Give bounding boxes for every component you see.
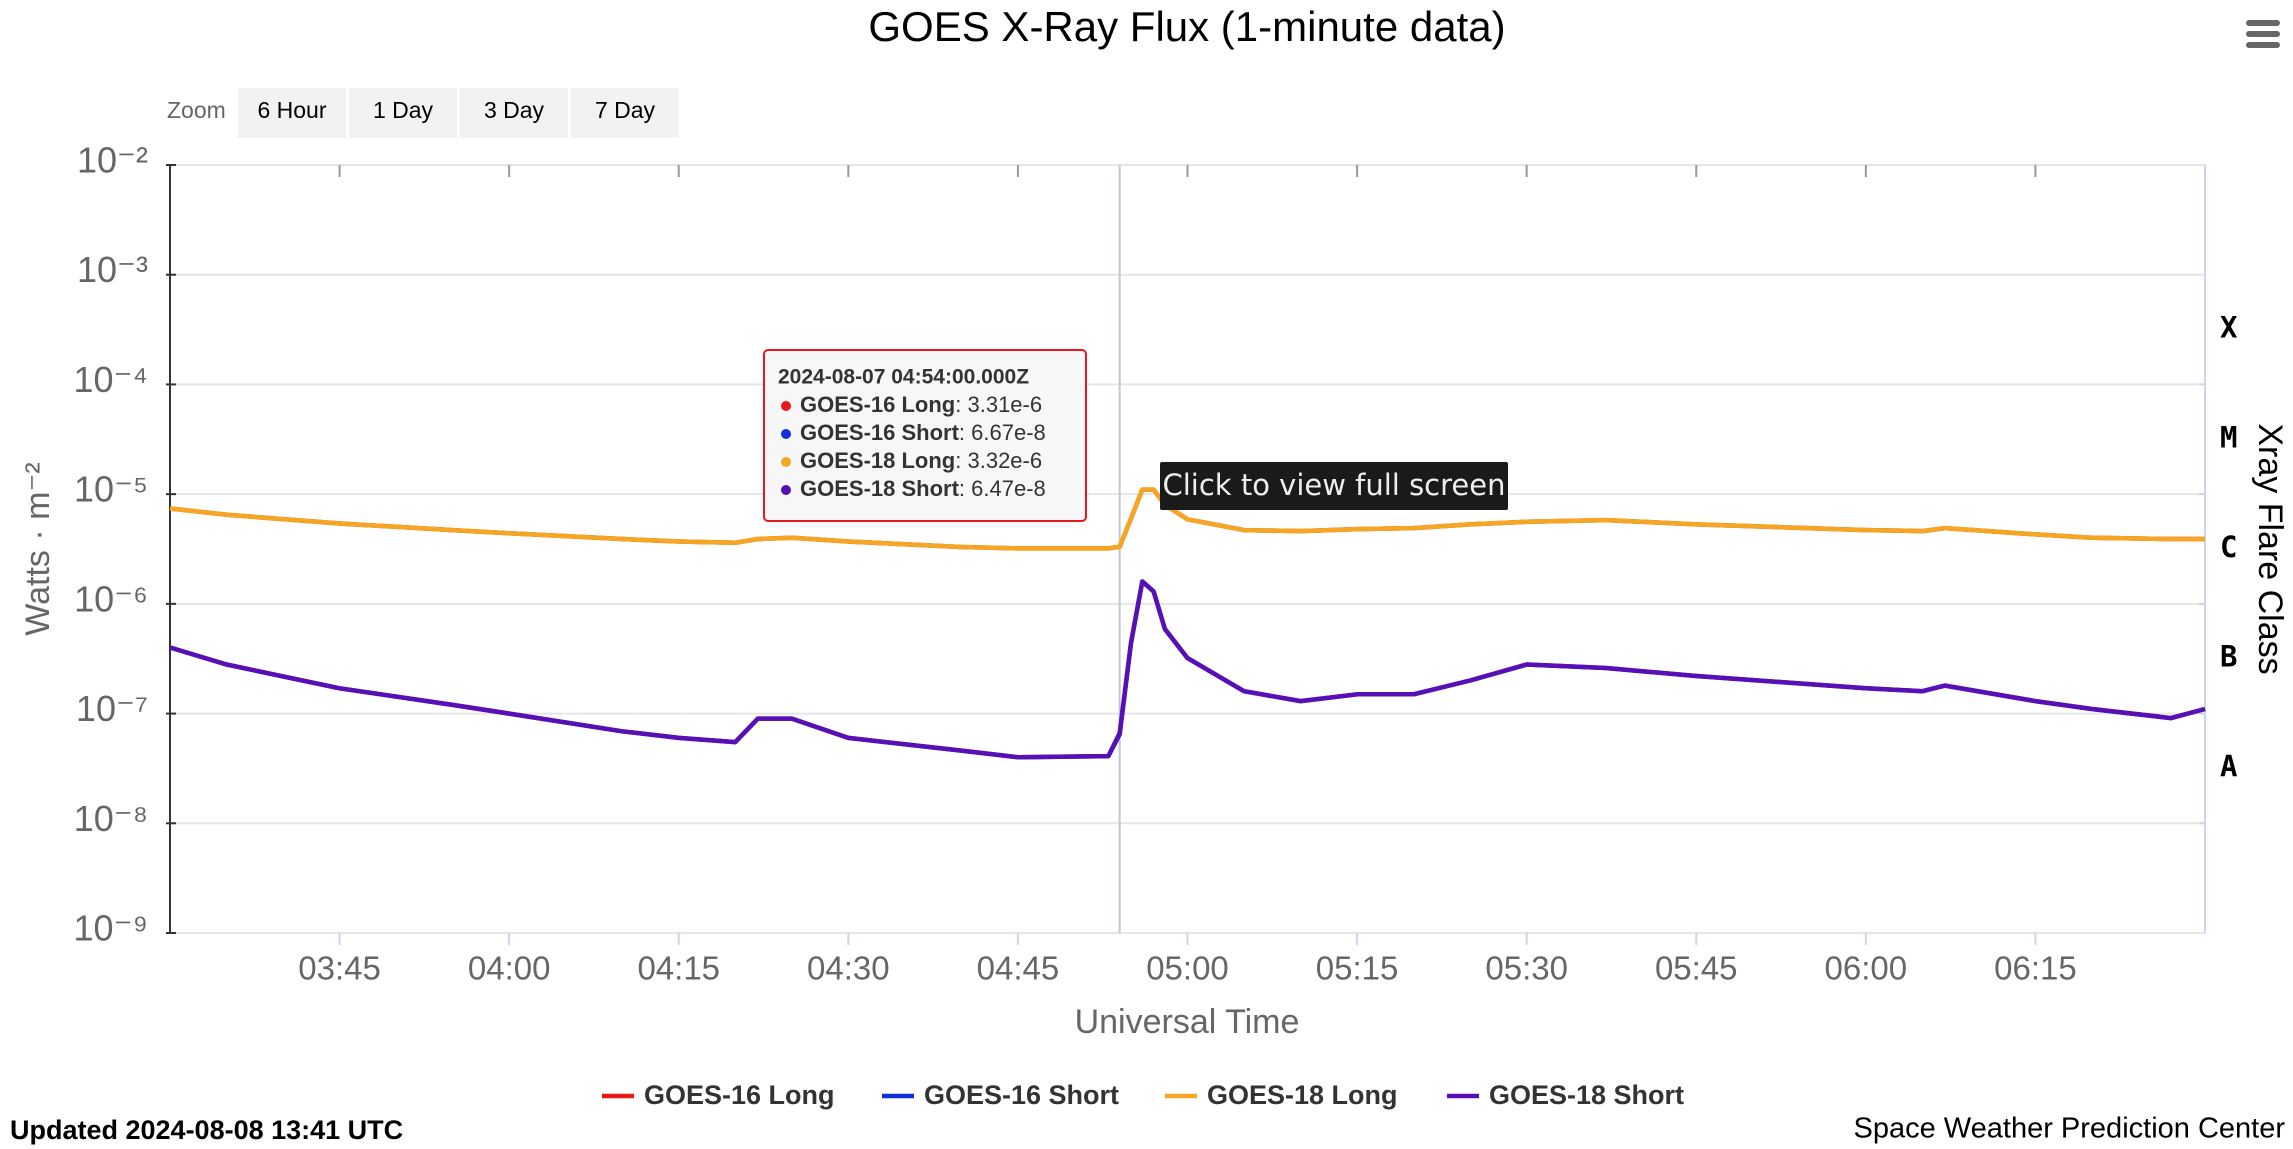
- tooltip-value: 6.47e-8: [971, 476, 1046, 501]
- y-tick-label: 10⁻⁵: [74, 469, 148, 510]
- zoom-button-bg: [460, 88, 568, 138]
- y2-tick-label: M: [2220, 420, 2237, 454]
- tooltip-box: [763, 349, 1087, 522]
- x-tick-label: 05:30: [1485, 950, 1568, 987]
- credit: Space Weather Prediction Center: [1854, 1113, 2286, 1145]
- series-line: [169, 579, 2206, 760]
- fullscreen-hint[interactable]: Click to view full screen: [1160, 462, 1508, 510]
- y-axis-title: Watts · m⁻²: [19, 462, 57, 635]
- plot-border: [169, 164, 2206, 934]
- x-tick-label: 04:00: [468, 950, 551, 987]
- x-tick-label: 05:00: [1146, 950, 1229, 987]
- tooltip-dot: [781, 401, 791, 411]
- menu-bar: [2246, 31, 2280, 37]
- menu-icon[interactable]: [2246, 20, 2280, 48]
- zoom-button[interactable]: 1 Day: [349, 88, 457, 138]
- legend-label: GOES-16 Long: [644, 1080, 835, 1110]
- y-tick-label: 10⁻⁴: [73, 359, 148, 400]
- zoom-button-label: 3 Day: [484, 97, 545, 123]
- zoom-button-label: 7 Day: [595, 97, 656, 123]
- tooltip-row: GOES-18 Long: 3.32e-6: [800, 448, 1042, 473]
- tooltip-sep: :: [959, 420, 971, 445]
- tooltip-value: 3.32e-6: [967, 448, 1042, 473]
- x-tick-label: 05:15: [1316, 950, 1399, 987]
- tooltip-row: GOES-16 Short: 6.67e-8: [800, 420, 1046, 445]
- series-line: [169, 579, 2206, 760]
- x-axis-title: Universal Time: [1075, 1003, 1300, 1041]
- x-tick-label: 04:15: [637, 950, 720, 987]
- tooltip-name: GOES-16 Short: [800, 420, 960, 445]
- tooltip-row: GOES-18 Short: 6.47e-8: [800, 476, 1046, 501]
- y-tick-label: 10⁻⁷: [76, 688, 148, 729]
- legend-item[interactable]: GOES-18 Short: [1447, 1080, 1684, 1110]
- updated-note: Updated 2024-08-08 13:41 UTC: [10, 1115, 403, 1145]
- tooltip-sep: :: [959, 476, 971, 501]
- x-tick-label: 05:45: [1655, 950, 1738, 987]
- tooltip: 2024-08-07 04:54:00.000Z GOES-16 Long: 3.…: [763, 349, 1087, 522]
- zoom-button-label: 6 Hour: [257, 97, 326, 123]
- tooltip-name: GOES-16 Long: [800, 392, 955, 417]
- zoom-button-bg: [571, 88, 679, 138]
- y2-tick-label: B: [2220, 640, 2237, 674]
- y2-axis-title: Xray Flare Class: [2251, 423, 2289, 674]
- legend-label: GOES-16 Short: [924, 1080, 1119, 1110]
- y2-tick-label: C: [2220, 530, 2237, 564]
- zoom-button-label: 1 Day: [373, 97, 434, 123]
- x-tick-label: 03:45: [298, 950, 381, 987]
- legend-item[interactable]: GOES-18 Long: [1165, 1080, 1398, 1110]
- y-tick-label: 10⁻⁶: [74, 578, 148, 619]
- tooltip-row: GOES-16 Long: 3.31e-6: [800, 392, 1042, 417]
- menu-bar: [2246, 20, 2280, 26]
- x-tick-label: 06:00: [1825, 950, 1908, 987]
- y-tick-label: 10⁻⁸: [74, 798, 148, 839]
- legend-label: GOES-18 Short: [1489, 1080, 1684, 1110]
- tooltip-sep: :: [955, 392, 967, 417]
- zoom-label: Zoom: [167, 97, 226, 123]
- y-tick-label: 10⁻⁹: [74, 908, 148, 949]
- zoom-button-bg: [238, 88, 346, 138]
- tooltip-name: GOES-18 Short: [800, 476, 960, 501]
- x-tick-label: 06:15: [1994, 950, 2077, 987]
- hint-box: [1160, 462, 1508, 510]
- series-line: [169, 487, 2205, 551]
- tooltip-dot: [781, 485, 791, 495]
- tooltip-value: 6.67e-8: [971, 420, 1046, 445]
- legend-label: GOES-18 Long: [1207, 1080, 1398, 1110]
- hint-text: Click to view full screen: [1163, 468, 1506, 502]
- tooltip-dot: [781, 429, 791, 439]
- y-tick-label: 10⁻²: [77, 140, 148, 181]
- zoom-button-bg: [349, 88, 457, 138]
- zoom-button[interactable]: 6 Hour: [238, 88, 346, 138]
- chart-title: GOES X-Ray Flux (1-minute data): [868, 3, 1505, 50]
- zoom-button[interactable]: 7 Day: [571, 88, 679, 138]
- y-tick-label: 10⁻³: [77, 249, 148, 290]
- legend-item[interactable]: GOES-16 Long: [602, 1080, 835, 1110]
- legend-item[interactable]: GOES-16 Short: [882, 1080, 1119, 1110]
- zoom-button[interactable]: 3 Day: [460, 88, 568, 138]
- x-tick-label: 04:45: [977, 950, 1060, 987]
- tooltip-sep: :: [955, 448, 967, 473]
- tooltip-name: GOES-18 Long: [800, 448, 955, 473]
- y2-tick-label: X: [2220, 311, 2238, 345]
- tooltip-title: 2024-08-07 04:54:00.000Z: [778, 366, 1029, 389]
- tooltip-value: 3.31e-6: [967, 392, 1042, 417]
- tooltip-dot: [781, 457, 791, 467]
- y2-tick-label: A: [2220, 749, 2237, 783]
- x-tick-label: 04:30: [807, 950, 890, 987]
- menu-bar: [2246, 42, 2280, 48]
